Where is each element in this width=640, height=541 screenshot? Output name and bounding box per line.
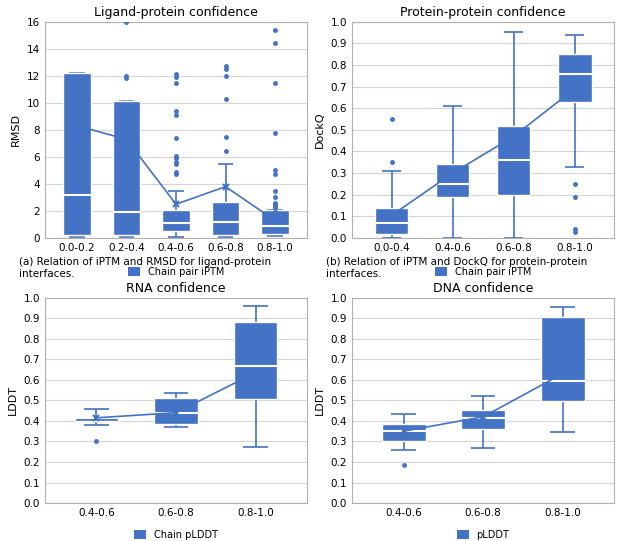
Title: Ligand-protein confidence: Ligand-protein confidence xyxy=(94,6,258,19)
Title: DNA confidence: DNA confidence xyxy=(433,282,533,295)
Bar xyxy=(63,73,91,235)
Bar xyxy=(212,202,239,235)
Legend: pLDDT: pLDDT xyxy=(453,526,513,541)
Bar xyxy=(461,410,505,429)
Title: RNA confidence: RNA confidence xyxy=(126,282,226,295)
Y-axis label: LDDT: LDDT xyxy=(8,385,18,415)
Legend: Chain pLDDT: Chain pLDDT xyxy=(131,526,221,541)
Bar xyxy=(163,209,189,232)
Y-axis label: RMSD: RMSD xyxy=(11,114,21,146)
Bar xyxy=(234,322,277,399)
Text: (b) Relation of iPTM and DockQ for protein-protein
interfaces.: (b) Relation of iPTM and DockQ for prote… xyxy=(326,257,588,279)
Bar xyxy=(436,164,470,197)
Y-axis label: DockQ: DockQ xyxy=(315,111,325,148)
Title: Protein-protein confidence: Protein-protein confidence xyxy=(401,6,566,19)
Bar xyxy=(113,102,140,235)
Bar xyxy=(558,54,591,102)
Bar xyxy=(541,317,584,401)
Bar xyxy=(75,417,118,421)
Text: (a) Relation of iPTM and RMSD for ligand-protein
interfaces.: (a) Relation of iPTM and RMSD for ligand… xyxy=(19,257,271,279)
Bar xyxy=(154,398,198,424)
Bar xyxy=(261,209,289,234)
Bar xyxy=(497,126,531,195)
Legend: Chain pair iPTM: Chain pair iPTM xyxy=(431,263,535,281)
Bar xyxy=(375,208,408,234)
Y-axis label: LDDT: LDDT xyxy=(315,385,325,415)
Bar xyxy=(382,424,426,441)
Legend: Chain pair iPTM: Chain pair iPTM xyxy=(124,263,228,281)
